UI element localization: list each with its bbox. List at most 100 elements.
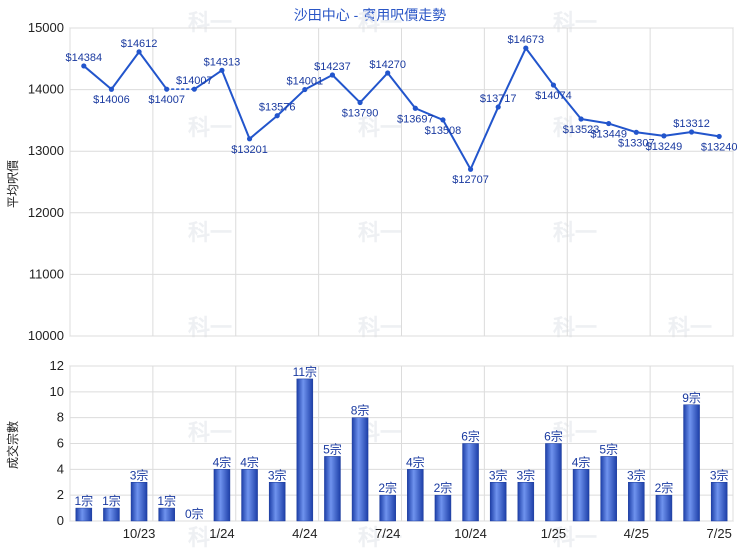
volume-axis-label: 成交宗數: [5, 421, 20, 469]
price-line-segment: [303, 74, 334, 91]
volume-bar-label: 4宗: [406, 454, 425, 469]
watermark-text: 科一: [188, 525, 232, 550]
watermark-text: 科一: [358, 10, 402, 35]
volume-bar-label: 2宗: [434, 480, 453, 495]
watermark-text: 科一: [358, 220, 402, 245]
price-point-label: $14313: [204, 56, 241, 68]
price-point: [81, 63, 87, 69]
price-point: [191, 86, 197, 92]
price-point: [412, 105, 418, 111]
volume-bar: [489, 482, 507, 522]
volume-y-tick-label: 6: [57, 436, 64, 451]
volume-y-tick-label: 2: [57, 487, 64, 502]
volume-bar-label: 3宗: [130, 467, 149, 482]
volume-bar: [683, 404, 700, 522]
price-line-segment: [469, 106, 500, 171]
price-point-label: $13449: [590, 129, 627, 141]
volume-bar-label: 11宗: [293, 364, 317, 379]
price-y-tick-label: 13000: [28, 143, 64, 158]
price-point-label: $14384: [65, 52, 102, 64]
volume-bar: [324, 456, 341, 522]
price-point-label: $13717: [480, 93, 517, 105]
price-point: [606, 120, 612, 127]
volume-chart-grid: 0 2 4 6 8 10 12 10/23 1/24 4/24 7/24 10/24 1/25 4/25 7…: [50, 358, 734, 541]
volume-bar: [710, 482, 728, 522]
x-tick-label: 1/24: [209, 526, 234, 541]
watermark-text: 科一: [188, 10, 232, 35]
watermark-text: 科一: [553, 525, 597, 550]
watermark-text: 科一: [358, 525, 402, 550]
price-point: [274, 113, 280, 119]
volume-bar-label: 4宗: [240, 454, 259, 469]
volume-bar-label: 6宗: [461, 429, 480, 444]
price-line-segment: [138, 50, 168, 91]
volume-bar: [434, 494, 452, 522]
price-point: [136, 49, 142, 55]
price-line-segment: [82, 64, 113, 91]
price-y-tick-label: 15000: [28, 20, 64, 35]
volume-bar-label: 6宗: [544, 429, 563, 444]
volume-y-tick-label: 10: [50, 384, 64, 399]
price-point: [357, 99, 363, 106]
price-point-label: $14237: [314, 61, 351, 73]
price-line-segment: [552, 84, 583, 120]
price-line-segment: [248, 114, 279, 140]
price-y-tick-label: 12000: [28, 205, 64, 220]
volume-bar: [213, 469, 231, 522]
price-point: [467, 166, 474, 172]
price-point-label: $12707: [452, 174, 489, 186]
price-point: [550, 82, 557, 88]
price-line-segment: [276, 88, 306, 117]
price-point-label: $14270: [369, 59, 406, 71]
price-point-label: $14007: [176, 75, 213, 87]
price-point: [246, 136, 253, 142]
price-point: [302, 86, 308, 93]
price-point: [661, 133, 667, 139]
data-labels: 1宗 1宗 3宗 1宗 0宗 4宗 4宗 3宗 11宗 5宗 8宗 2宗 4宗 2宗 6宗 3宗 3宗 6宗 4宗 5…: [65, 34, 737, 521]
price-line-segment: [662, 130, 693, 137]
volume-bar-label: 1宗: [102, 493, 121, 508]
price-line-segment: [607, 122, 638, 134]
price-line: [81, 45, 722, 172]
price-point-label: $13201: [231, 144, 268, 156]
volume-bar-label: 0宗: [185, 506, 204, 521]
price-point: [633, 129, 639, 135]
volume-bar-label: 1宗: [157, 493, 176, 508]
price-point: [385, 70, 391, 76]
x-tick-label: 10/23: [123, 526, 156, 541]
price-point-label: $13508: [425, 125, 462, 137]
price-point-label: $14001: [286, 76, 323, 88]
volume-bar-label: 5宗: [323, 441, 342, 456]
volume-y-tick-label: 8: [57, 410, 64, 425]
volume-bar-label: 8宗: [351, 403, 370, 418]
volume-bar: [655, 494, 673, 522]
price-point: [329, 72, 336, 78]
volume-bar: [351, 417, 369, 522]
price-line-segment: [635, 131, 665, 137]
price-point: [495, 104, 501, 110]
price-line-segment: [690, 130, 721, 138]
price-point-label: $14074: [535, 90, 572, 102]
volume-y-tick-label: 12: [50, 358, 64, 373]
volume-bar-label: 4宗: [213, 454, 232, 469]
price-point: [219, 67, 225, 73]
price-point-label: $13523: [563, 124, 600, 136]
price-point: [716, 133, 722, 140]
watermark-text: 科一: [553, 10, 597, 35]
price-point-label: $13697: [397, 113, 434, 125]
volume-bar: [517, 482, 535, 522]
price-line-segment: [497, 47, 527, 109]
volume-bar: [130, 482, 148, 522]
watermark-text: 科一: [188, 420, 232, 445]
price-point-label: $13576: [259, 102, 296, 114]
x-tick-label: 4/24: [292, 526, 317, 541]
watermark-text: 科一: [188, 115, 232, 140]
volume-bar-label: 2宗: [655, 480, 674, 495]
price-point-label: $13790: [342, 108, 379, 120]
price-point: [164, 86, 170, 92]
chart-title: 沙田中心 - 實用呎價走勢: [294, 7, 446, 23]
volume-bar: [268, 482, 286, 522]
volume-bar: [379, 494, 396, 522]
